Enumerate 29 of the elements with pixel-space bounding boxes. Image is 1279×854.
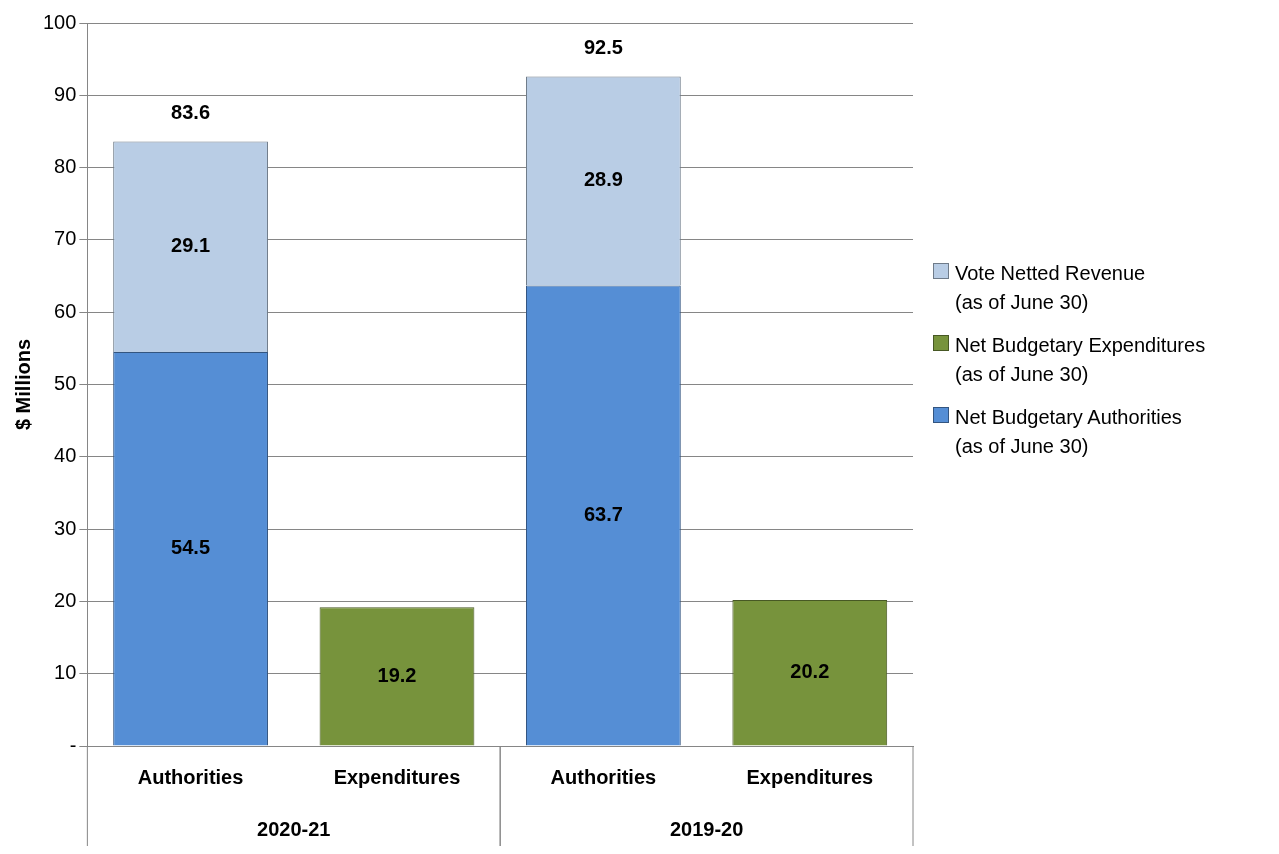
legend-label: Net Budgetary Expenditures (as of June 30) [955,333,1206,387]
y-tick-label: 60 [54,299,77,322]
total-label: 83.6 [171,101,211,124]
x-tick-label: Authorities [550,765,657,788]
text: 2019-20 [669,817,744,840]
y-tick-label: 90 [54,82,77,105]
y-tick-label: 70 [54,227,77,250]
data-label: 28.9 [583,168,623,191]
y-tick-label: 100 [42,10,77,33]
data-label: 63.7 [583,502,623,525]
total-label: 92.5 [583,36,623,59]
text: 2020-21 [257,817,331,840]
y-tick-label: 40 [54,444,77,467]
y-tick-label: - [69,733,77,756]
legend-label: Vote Netted Revenue (as of June 30) [955,261,1146,315]
legend-label: Net Budgetary Authorities (as of June 30) [955,405,1182,459]
x-tick-label: Expenditures [746,765,874,788]
x-tick-label: Authorities [137,765,244,788]
y-tick-label: 10 [54,661,77,684]
y-tick-label: 50 [54,372,77,395]
y-tick-label: 20 [54,588,77,611]
x-tick-label: Expenditures [333,765,461,788]
data-label: 54.5 [171,536,211,559]
y-axis-title: $ Millions [11,338,34,431]
data-label: 19.2 [377,663,417,686]
data-label: 29.1 [171,234,211,257]
y-tick-label: 80 [54,155,77,178]
y-tick-label: 30 [54,516,77,539]
data-label: 20.2 [790,660,830,683]
